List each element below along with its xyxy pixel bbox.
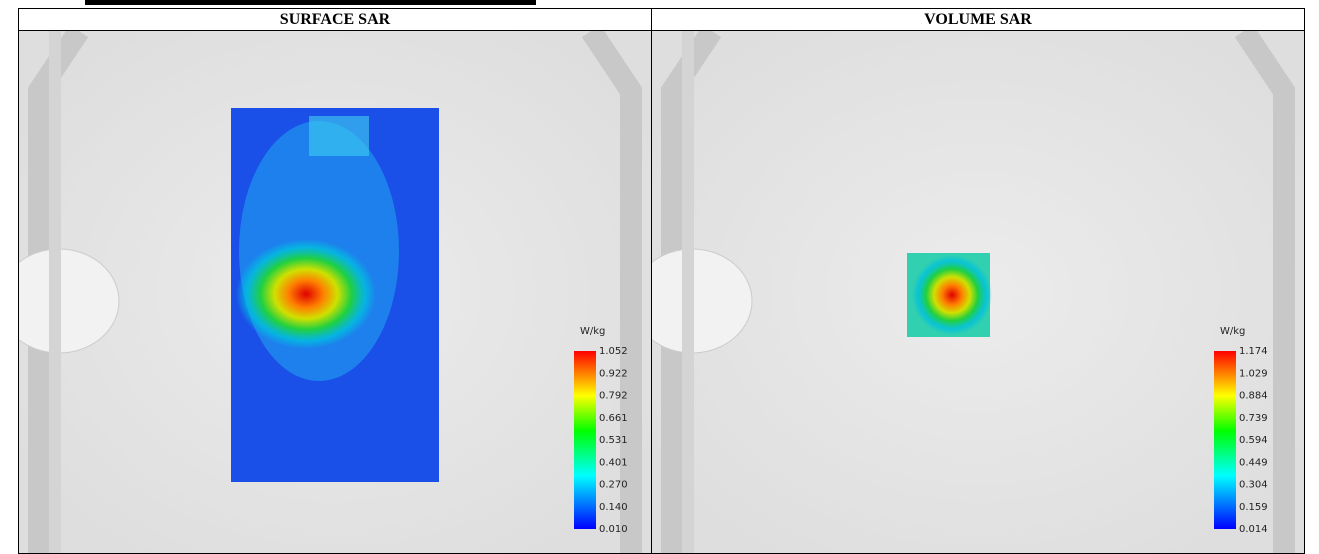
scale-label: 0.014 [1239, 524, 1268, 535]
scale-label: 0.140 [599, 502, 628, 513]
top-rule [85, 0, 536, 5]
sar-hotspot [236, 239, 376, 349]
scale-label: 0.270 [599, 480, 628, 491]
scale-label: 1.052 [599, 346, 628, 357]
scale-label: 0.884 [1239, 391, 1268, 402]
scale-label: 1.174 [1239, 346, 1268, 357]
sar-table: SURFACE SAR VOLUME SAR W/kg 1.052 0.922 0.7… [18, 8, 1305, 554]
header: SURFACE SAR [18, 8, 652, 31]
scale-label: 0.739 [1239, 413, 1268, 424]
header: VOLUME SAR [651, 8, 1305, 31]
sar-mid [309, 116, 369, 156]
scale-label: 0.531 [599, 435, 628, 446]
sar-image: W/kg 1.052 0.922 0.792 0.661 0.531 0.401 0.270 0… [19, 31, 651, 553]
scale-label: 0.792 [599, 391, 628, 402]
phantom-edge [49, 31, 61, 553]
scale-label: 0.594 [1239, 435, 1268, 446]
scale-label: 0.922 [599, 368, 628, 379]
sar-hotspot [912, 255, 992, 335]
cell: W/kg 1.052 0.922 0.792 0.661 0.531 0.401 0.270 0… [18, 30, 652, 554]
unit-label: W/kg [1220, 326, 1245, 337]
scale-label: 0.661 [599, 413, 628, 424]
scale-label: 1.029 [1239, 368, 1268, 379]
sar-image: W/kg 1.174 1.029 0.884 0.739 0.594 0.449 0.304 0… [652, 31, 1304, 553]
phantom-rim [28, 31, 642, 553]
color-bar [574, 351, 596, 529]
scale-label: 0.449 [1239, 457, 1268, 468]
scale-label: 0.401 [599, 457, 628, 468]
phantom-edge [682, 31, 694, 553]
unit-label: W/kg [580, 326, 605, 337]
scale-label: 0.010 [599, 524, 628, 535]
scale-label: 0.159 [1239, 502, 1268, 513]
phantom-rim [661, 31, 1295, 553]
scale-label: 0.304 [1239, 480, 1268, 491]
cell: W/kg 1.174 1.029 0.884 0.739 0.594 0.449 0.304 0… [651, 30, 1305, 554]
color-bar [1214, 351, 1236, 529]
